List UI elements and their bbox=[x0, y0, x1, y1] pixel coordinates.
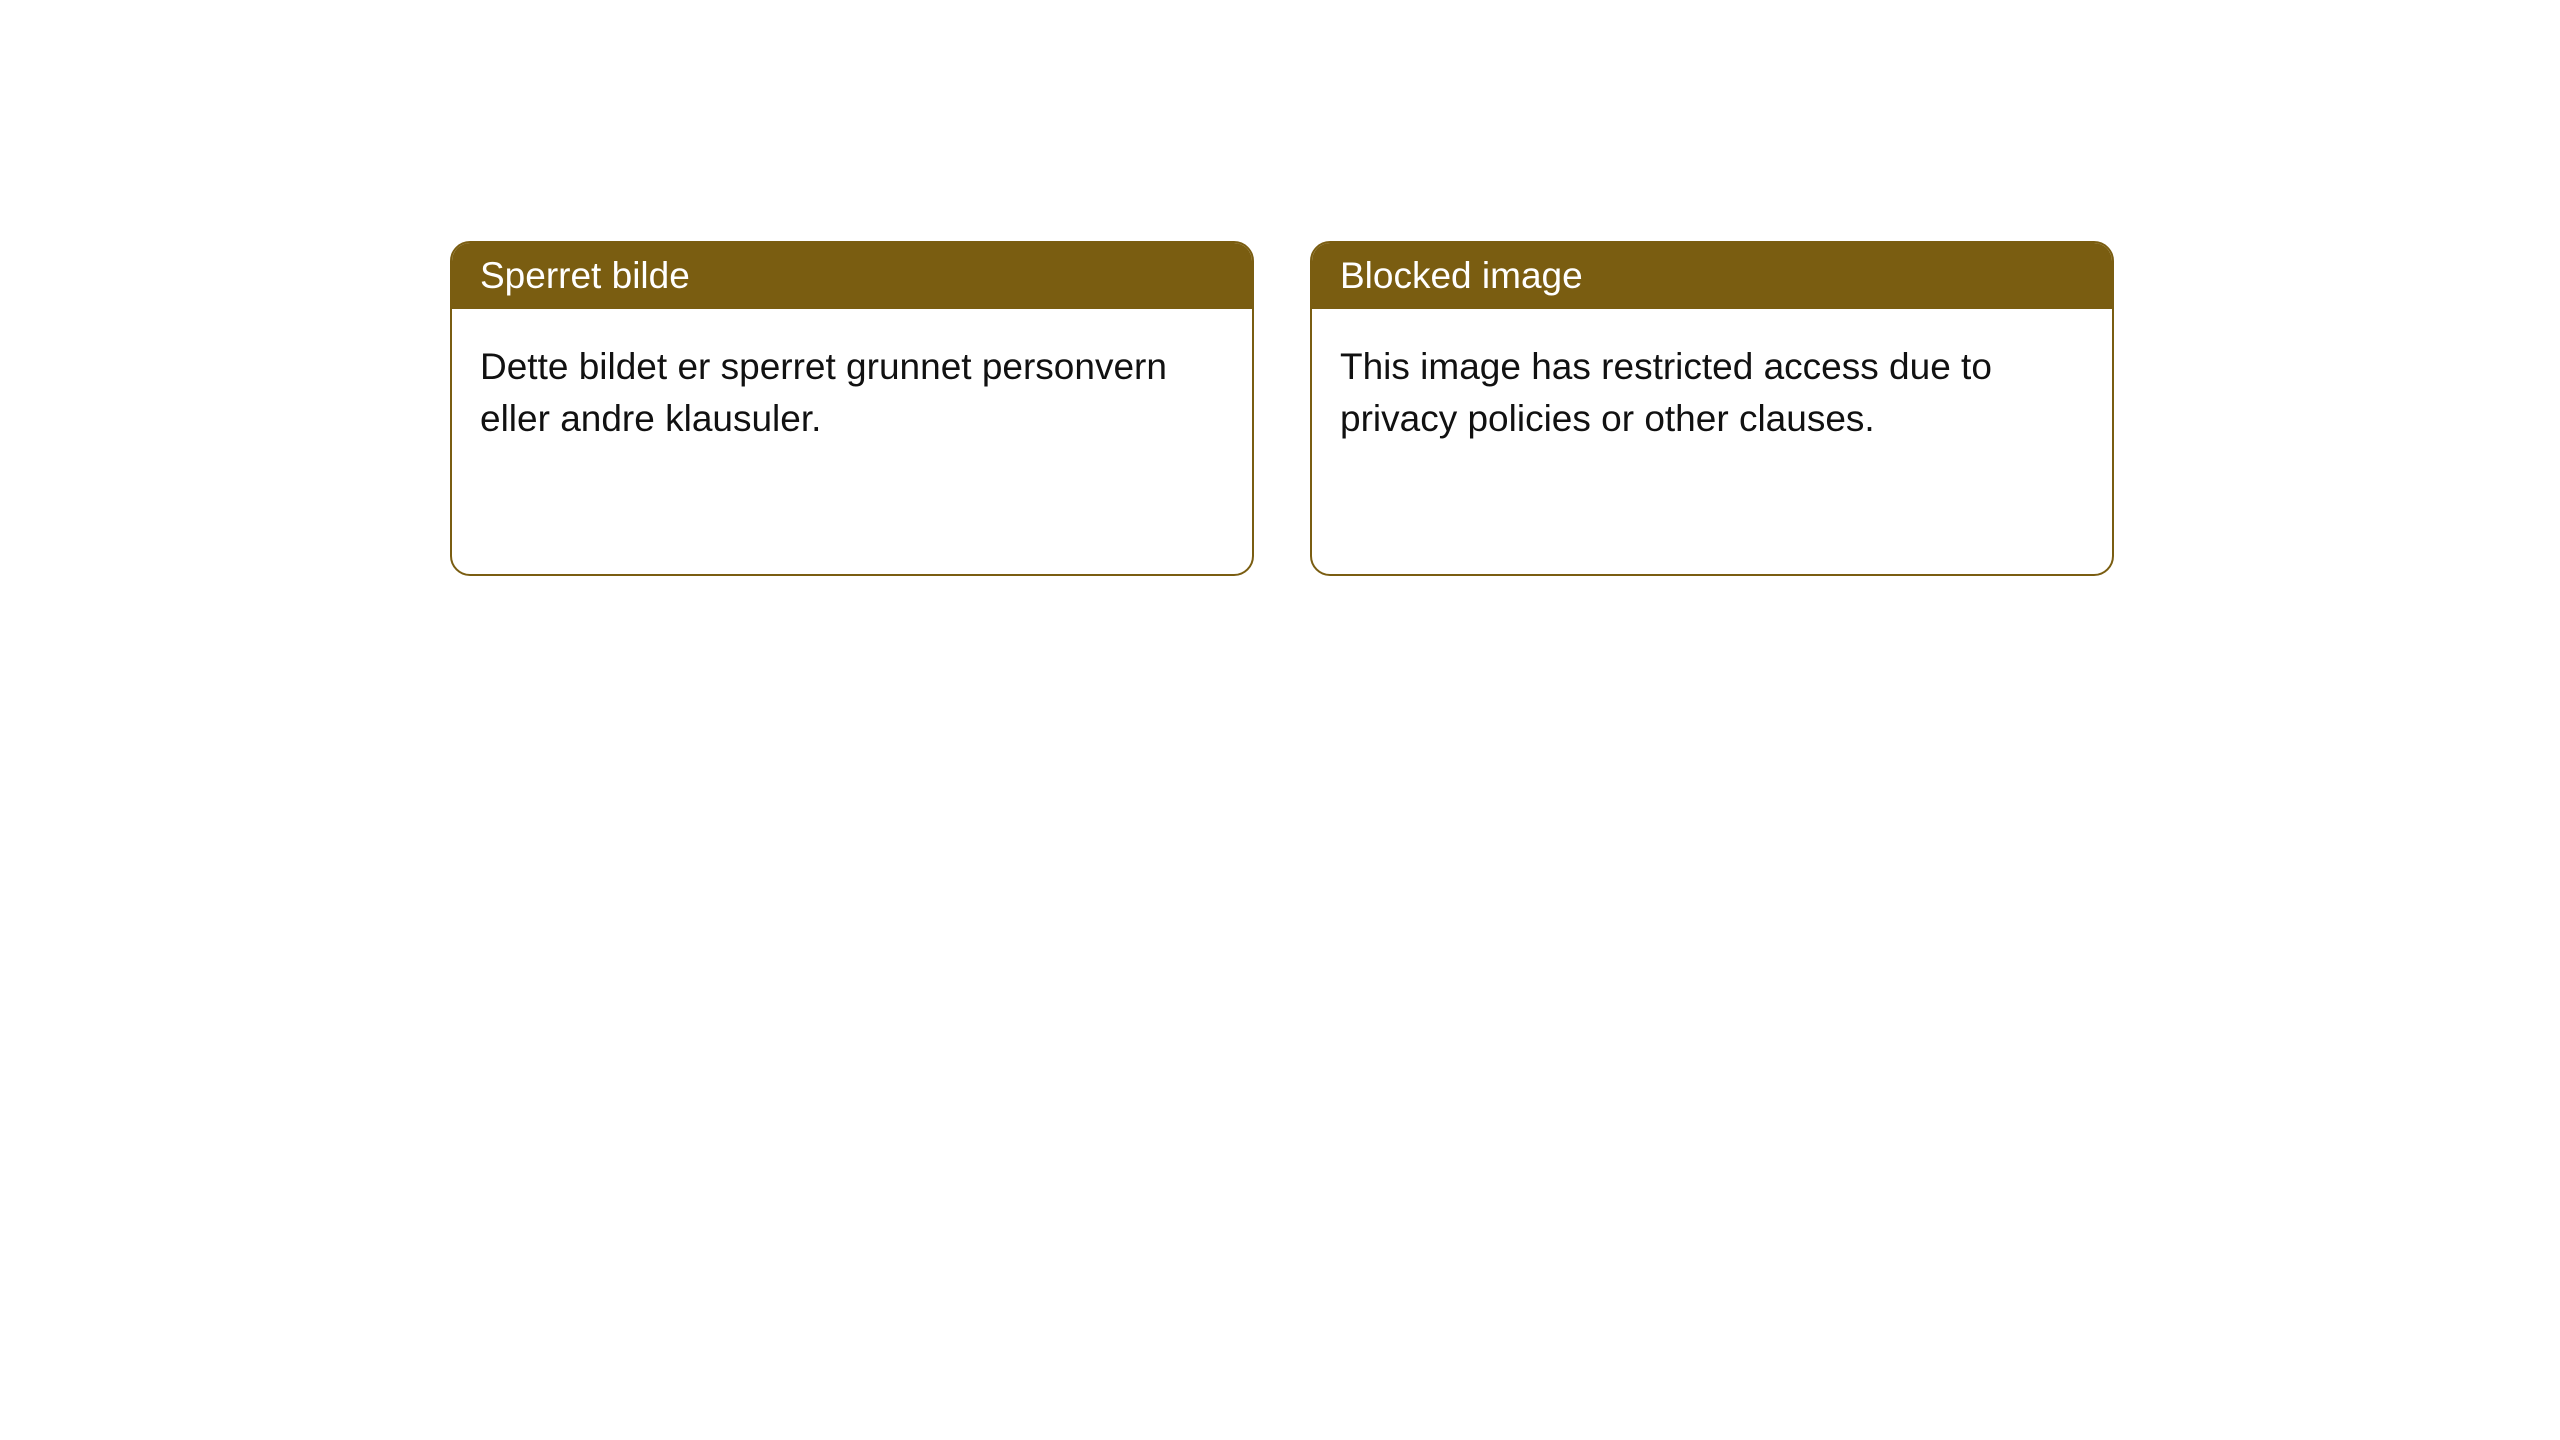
notice-header-en: Blocked image bbox=[1312, 243, 2112, 309]
notices-container: Sperret bilde Dette bildet er sperret gr… bbox=[0, 0, 2560, 576]
notice-body-no: Dette bildet er sperret grunnet personve… bbox=[452, 309, 1252, 477]
notice-box-en: Blocked image This image has restricted … bbox=[1310, 241, 2114, 576]
notice-box-no: Sperret bilde Dette bildet er sperret gr… bbox=[450, 241, 1254, 576]
notice-header-no: Sperret bilde bbox=[452, 243, 1252, 309]
notice-body-en: This image has restricted access due to … bbox=[1312, 309, 2112, 477]
